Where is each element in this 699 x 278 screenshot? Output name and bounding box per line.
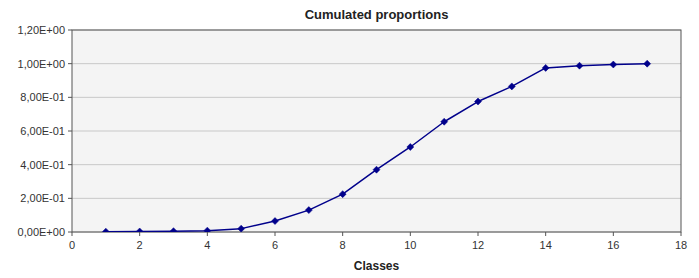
grid-line <box>72 164 681 165</box>
data-point <box>610 61 617 68</box>
data-point <box>644 60 651 67</box>
y-tick-label: 1,20E+00 <box>18 24 65 36</box>
y-tick-label: 8,00E-01 <box>20 91 65 103</box>
y-tick-label: 2,00E-01 <box>20 192 65 204</box>
grid-line <box>72 198 681 199</box>
data-point <box>238 225 245 232</box>
x-tick-label: 2 <box>137 239 143 251</box>
grid-line <box>72 97 681 98</box>
x-tick <box>139 232 140 236</box>
data-group <box>102 60 650 232</box>
data-point <box>272 218 279 225</box>
data-point <box>373 166 380 173</box>
y-tick-label: 1,00E+00 <box>18 58 65 70</box>
data-line <box>106 64 647 232</box>
data-point <box>542 64 549 71</box>
y-tick <box>68 97 72 98</box>
chart-container: 0,00E+00 2,00E-01 4,00E-01 6,00E-01 8,00E-01… <box>0 0 699 278</box>
data-point <box>136 228 143 232</box>
plot-frame <box>72 30 681 232</box>
chart-svg: 0,00E+00 2,00E-01 4,00E-01 6,00E-01 8,00E-01… <box>0 0 699 278</box>
grid-line <box>72 63 681 64</box>
x-tick <box>207 232 208 236</box>
data-point <box>305 207 312 214</box>
data-point <box>576 62 583 69</box>
y-tick <box>68 198 72 199</box>
x-tick <box>410 232 411 236</box>
y-tick-label: 6,00E-01 <box>20 125 65 137</box>
y-tick <box>68 131 72 132</box>
y-tick <box>68 30 72 31</box>
plot-background <box>72 30 681 232</box>
data-point <box>204 227 211 232</box>
x-tick-label: 12 <box>472 239 484 251</box>
data-point <box>407 143 414 150</box>
x-tick <box>478 232 479 236</box>
x-tick <box>275 232 276 236</box>
data-point <box>102 228 109 232</box>
data-point <box>441 118 448 125</box>
y-tick-label: 4,00E-01 <box>20 159 65 171</box>
x-tick-label: 10 <box>404 239 416 251</box>
x-tick <box>613 232 614 236</box>
x-tick-label: 16 <box>607 239 619 251</box>
grid-line <box>72 131 681 132</box>
y-tick <box>68 164 72 165</box>
data-point <box>170 228 177 232</box>
data-point <box>475 98 482 105</box>
y-tick-label: 0,00E+00 <box>18 226 65 238</box>
x-tick <box>342 232 343 236</box>
x-tick-label: 0 <box>69 239 75 251</box>
x-tick-label: 4 <box>204 239 210 251</box>
data-point <box>339 191 346 198</box>
x-tick <box>72 232 73 236</box>
y-tick <box>68 232 72 233</box>
x-tick-label: 18 <box>675 239 687 251</box>
x-tick <box>545 232 546 236</box>
x-tick <box>681 232 682 236</box>
chart-title: Cumulated proportions <box>305 7 449 22</box>
x-tick-label: 14 <box>540 239 552 251</box>
x-tick-label: 6 <box>272 239 278 251</box>
x-tick-label: 8 <box>340 239 346 251</box>
data-point <box>508 83 515 90</box>
x-axis-label: Classes <box>354 259 400 273</box>
y-tick <box>68 63 72 64</box>
